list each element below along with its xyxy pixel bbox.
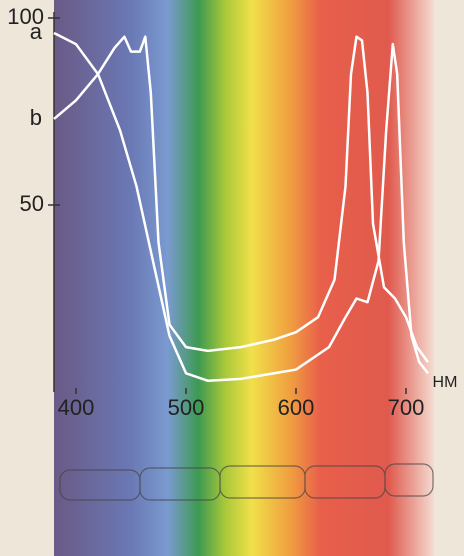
series-label: a: [30, 19, 43, 44]
spectrum: [54, 0, 434, 556]
series-line: [53, 31, 429, 383]
x-tick-label: 400: [58, 395, 95, 420]
series-label: b: [30, 105, 42, 130]
x-tick-label: 500: [168, 395, 205, 420]
x-tick-label: 700: [388, 395, 425, 420]
x-axis-label: НМ: [433, 374, 458, 391]
x-tick-label: 600: [278, 395, 315, 420]
y-tick-label: 50: [20, 191, 44, 216]
y-tick-label: 100: [7, 4, 44, 29]
series-line: [53, 35, 430, 363]
cells: [59, 463, 434, 501]
